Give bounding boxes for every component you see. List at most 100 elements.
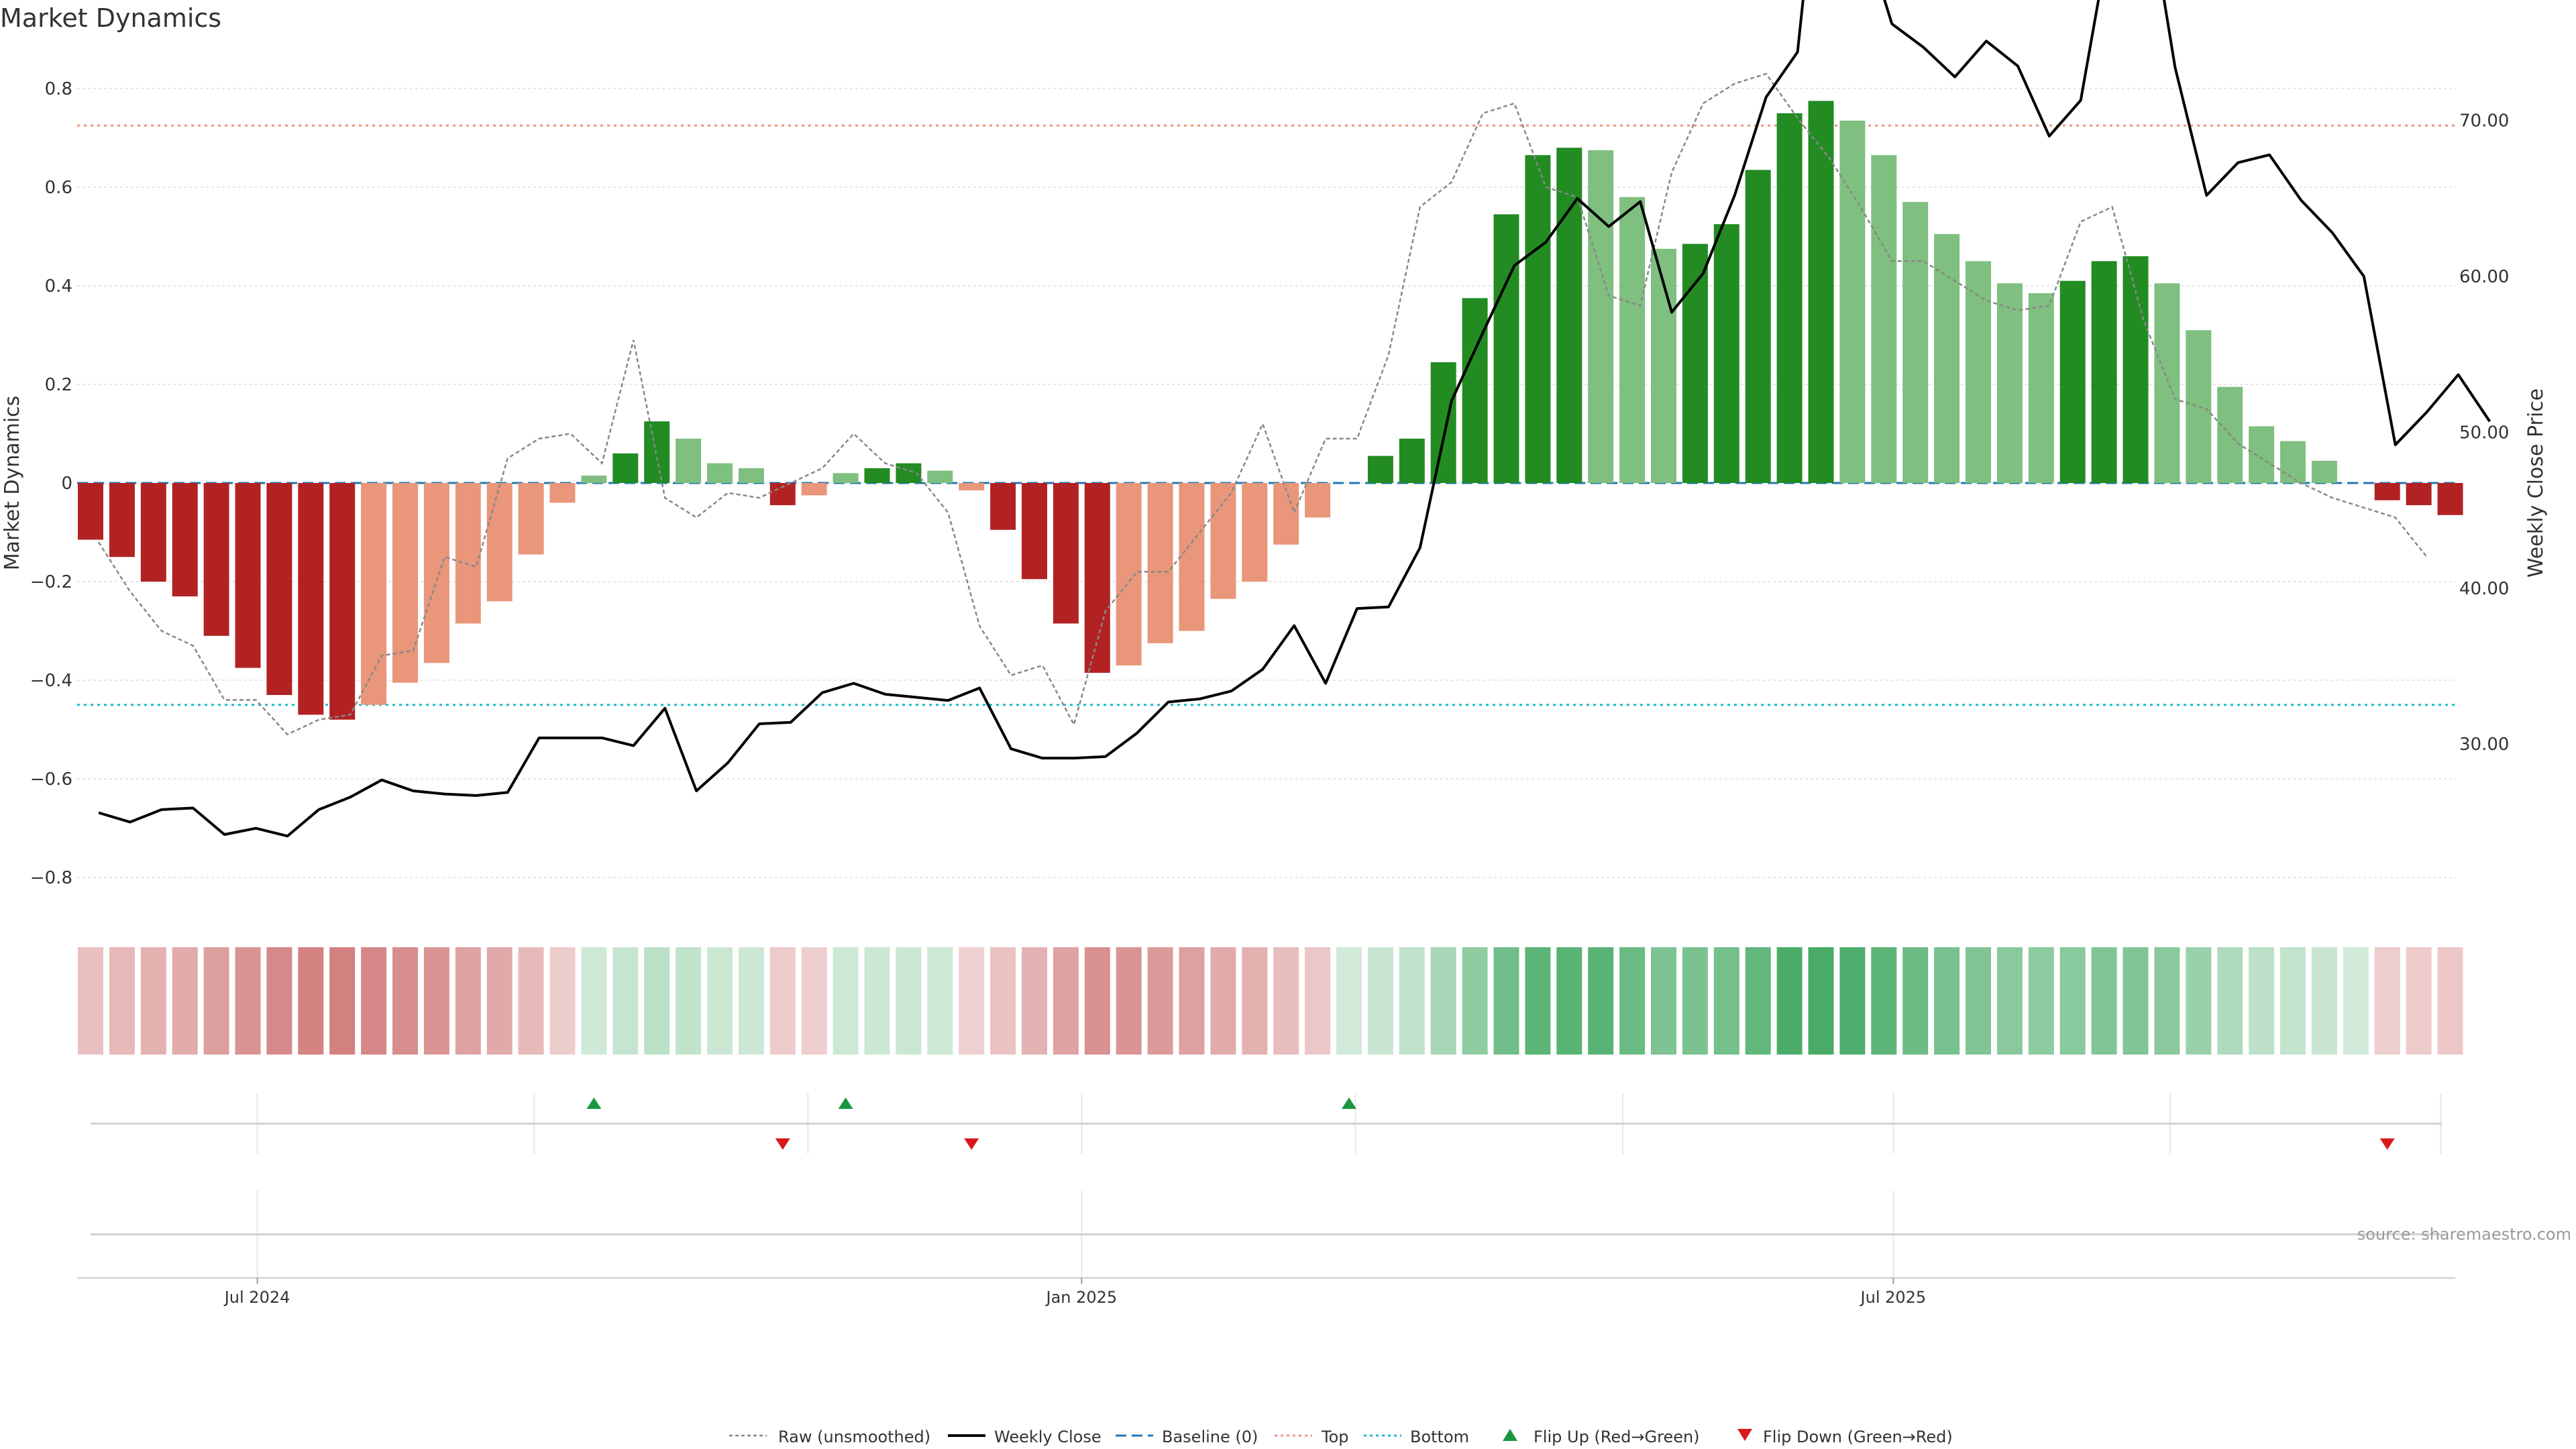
legend-item: Baseline (0) <box>1116 1428 1258 1446</box>
legend-item: Flip Up (Red→Green) <box>1503 1428 1700 1446</box>
strip-cell <box>1116 947 1142 1055</box>
strip-cell <box>581 947 607 1055</box>
momentum-bar <box>2249 426 2275 483</box>
strip-cell <box>203 947 229 1055</box>
strip-cell <box>1996 947 2023 1055</box>
strip-cell <box>927 947 953 1055</box>
strip-cell <box>2123 947 2149 1055</box>
strip-cell <box>1399 947 1425 1055</box>
momentum-bar <box>2406 483 2432 506</box>
momentum-bar <box>927 470 953 483</box>
momentum-bar <box>1588 150 1614 484</box>
momentum-bar <box>1116 483 1142 665</box>
y-tick-label: 0.8 <box>45 79 72 99</box>
momentum-bar <box>455 483 481 624</box>
strip-cell <box>1713 947 1739 1055</box>
strip-cell <box>1902 947 1929 1055</box>
momentum-bar <box>1713 224 1739 483</box>
flip-panel <box>91 1093 2442 1154</box>
momentum-bar <box>1022 483 1047 580</box>
momentum-bar <box>2437 483 2463 515</box>
momentum-bar <box>1556 148 1582 483</box>
strip-cell <box>1179 947 1205 1055</box>
momentum-bar <box>1179 483 1205 631</box>
momentum-bar <box>833 473 859 483</box>
momentum-bar <box>1430 362 1456 483</box>
momentum-bar <box>518 483 544 555</box>
strip-cell <box>612 947 639 1055</box>
strip-cell <box>2374 947 2400 1055</box>
legend-swatch <box>1503 1429 1517 1441</box>
y-tick-label: 0.4 <box>45 276 72 297</box>
momentum-bar <box>676 438 702 483</box>
momentum-bars <box>78 101 2463 720</box>
y-tick-label: −0.8 <box>30 868 72 888</box>
momentum-bar <box>990 483 1016 530</box>
momentum-bar <box>644 421 670 483</box>
momentum-bar <box>2059 280 2086 483</box>
strip-cell <box>392 947 418 1055</box>
strip-cell <box>1053 947 1079 1055</box>
strip-cell <box>833 947 859 1055</box>
weekly-close-line <box>98 0 2491 838</box>
series-lines <box>97 0 2491 838</box>
momentum-bar <box>1525 155 1551 483</box>
x-tick-label: Jul 2025 <box>1860 1288 1927 1307</box>
strip-cell <box>1651 947 1676 1055</box>
momentum-bar <box>1619 197 1646 483</box>
y-axis-label: Market Dynamics <box>1 396 24 571</box>
y2-tick-label: 50.00 <box>2459 423 2509 443</box>
strip-cell <box>707 947 733 1055</box>
strip-cell <box>329 947 356 1055</box>
strip-cell <box>1839 947 1866 1055</box>
momentum-bar <box>2091 261 2117 483</box>
momentum-bar <box>1053 483 1079 624</box>
momentum-bar <box>78 483 103 540</box>
momentum-bar <box>1242 483 1268 582</box>
legend: Raw (unsmoothed) Weekly Close Baseline (0)… <box>729 1428 1953 1446</box>
momentum-bar <box>1776 113 1803 484</box>
y2-tick-label: 40.00 <box>2459 579 2509 599</box>
strip-cell <box>1084 947 1110 1055</box>
strip-cell <box>2311 947 2337 1055</box>
strip-cell <box>2091 947 2117 1055</box>
strip-cell <box>1745 947 1771 1055</box>
x-tick-label: Jan 2025 <box>1044 1288 1117 1307</box>
strip-cell <box>738 947 764 1055</box>
momentum-bar <box>109 483 135 557</box>
momentum-bar <box>140 483 166 582</box>
strip-cell <box>864 947 890 1055</box>
y2-axis-label: Weekly Close Price <box>2524 388 2548 578</box>
flip-down-marker <box>775 1138 790 1150</box>
strip-cell <box>896 947 922 1055</box>
legend-label: Baseline (0) <box>1162 1428 1258 1446</box>
y-tick-label: 0.2 <box>45 375 72 395</box>
strip-cell <box>1210 947 1236 1055</box>
momentum-bar <box>203 483 229 636</box>
strip-cell <box>1556 947 1582 1055</box>
momentum-bar <box>1839 120 1866 483</box>
y2-tick-label: 70.00 <box>2459 111 2509 131</box>
y-tick-label: 0.6 <box>45 178 72 198</box>
strip-cell <box>2437 947 2463 1055</box>
momentum-bar <box>361 483 387 705</box>
legend-label: Bottom <box>1410 1428 1469 1446</box>
momentum-bar <box>2374 483 2400 500</box>
momentum-bar <box>1934 233 1960 483</box>
strip-cell <box>1808 947 1834 1055</box>
y2-axis-ticks: 70.00 60.00 50.00 40.00 30.00 <box>2459 111 2509 755</box>
strip-cell <box>1934 947 1960 1055</box>
momentum-bar <box>1462 298 1488 483</box>
momentum-bar <box>1493 214 1519 483</box>
y-tick-label: 0 <box>61 474 72 494</box>
momentum-bar <box>2154 283 2180 483</box>
legend-item: Raw (unsmoothed) <box>729 1428 930 1446</box>
legend-label: Flip Down (Green→Red) <box>1763 1428 1953 1446</box>
y-tick-label: −0.6 <box>30 769 72 790</box>
momentum-bar <box>738 468 764 483</box>
strip-cell <box>78 947 103 1055</box>
flip-up-marker <box>838 1097 853 1109</box>
strip-cell <box>518 947 544 1055</box>
legend-label: Raw (unsmoothed) <box>778 1428 930 1446</box>
source-text: source: sharemaestro.com <box>2357 1225 2571 1244</box>
